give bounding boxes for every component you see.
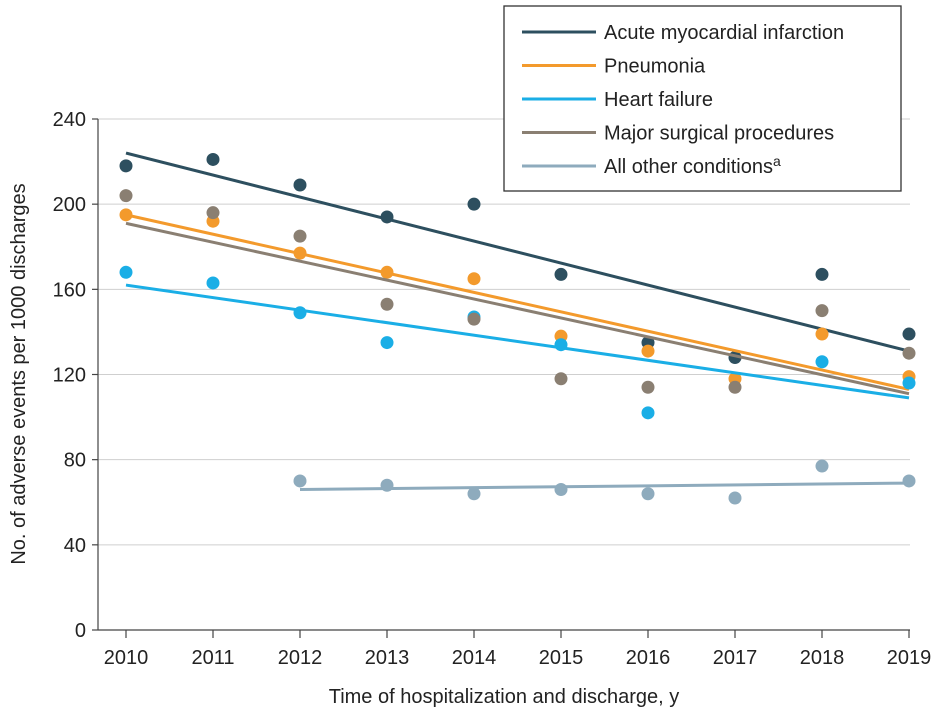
point-major-surgical-procedures-2016	[641, 380, 655, 394]
point-heart-failure-2019	[902, 376, 916, 390]
y-axis-ticks: 0 40 80 120 160 200 240	[53, 109, 98, 642]
x-tick-label-2017: 2017	[713, 647, 758, 669]
series-major-surgical-procedures	[119, 189, 916, 396]
point-heart-failure-2011	[206, 276, 220, 290]
point-major-surgical-procedures-2017	[728, 380, 742, 394]
x-axis-title: Time of hospitalization and discharge, y	[329, 686, 680, 708]
point-heart-failure-2010	[119, 265, 133, 279]
point-major-surgical-procedures-2014	[467, 312, 481, 326]
point-pneumonia-2013	[380, 265, 394, 279]
legend-footnote-marker: a	[773, 153, 781, 169]
x-tick-label-2016: 2016	[626, 647, 671, 669]
point-all-other-conditions-2019	[902, 474, 916, 488]
series-all-other-conditions	[293, 459, 916, 505]
point-heart-failure-2015	[554, 338, 568, 352]
point-acute-myocardial-infarction-2015	[554, 267, 568, 281]
point-acute-myocardial-infarction-2018	[815, 267, 829, 281]
legend-label-heart-failure: Heart failure	[604, 89, 713, 111]
point-major-surgical-procedures-2018	[815, 304, 829, 318]
point-acute-myocardial-infarction-2012	[293, 178, 307, 192]
y-axis-title: No. of adverse events per 1000 discharge…	[8, 183, 30, 564]
x-axis-ticks: 2010 2011 2012 2013 2014 2015 2016 2017 2018 2019	[104, 630, 932, 669]
trend-line-all-other-conditions	[299, 481, 910, 491]
point-all-other-conditions-2015	[554, 482, 568, 496]
point-all-other-conditions-2013	[380, 478, 394, 492]
point-acute-myocardial-infarction-2010	[119, 159, 133, 173]
series-heart-failure	[119, 265, 916, 420]
series-acute-myocardial-infarction	[119, 151, 916, 364]
point-major-surgical-procedures-2011	[206, 206, 220, 220]
trend-line-acute-myocardial-infarction	[125, 151, 910, 353]
trend-line-pneumonia	[125, 213, 910, 391]
trend-line-major-surgical-procedures	[125, 221, 910, 396]
y-tick-label-0: 0	[75, 620, 86, 642]
y-tick-label-120: 120	[53, 365, 86, 387]
point-acute-myocardial-infarction-2011	[206, 152, 220, 166]
x-tick-label-2014: 2014	[452, 647, 497, 669]
legend-label-acute-myocardial-infarction: Acute myocardial infarction	[604, 22, 844, 44]
point-acute-myocardial-infarction-2019	[902, 327, 916, 341]
legend-label-pneumonia: Pneumonia	[604, 56, 706, 78]
y-tick-label-200: 200	[53, 194, 86, 216]
y-tick-label-160: 160	[53, 279, 86, 301]
point-major-surgical-procedures-2019	[902, 346, 916, 360]
point-major-surgical-procedures-2015	[554, 372, 568, 386]
legend-label-all-other-conditions: All other conditionsa	[604, 153, 781, 178]
series-layer	[119, 151, 916, 505]
point-pneumonia-2016	[641, 344, 655, 358]
point-major-surgical-procedures-2013	[380, 297, 394, 311]
series-pneumonia	[119, 208, 916, 391]
point-all-other-conditions-2018	[815, 459, 829, 473]
point-pneumonia-2018	[815, 327, 829, 341]
point-all-other-conditions-2016	[641, 487, 655, 501]
x-tick-label-2011: 2011	[191, 647, 234, 669]
point-heart-failure-2013	[380, 336, 394, 350]
legend-label-major-surgical-procedures: Major surgical procedures	[604, 123, 834, 145]
x-tick-label-2010: 2010	[104, 647, 149, 669]
point-pneumonia-2014	[467, 272, 481, 286]
y-tick-label-80: 80	[64, 450, 86, 472]
point-all-other-conditions-2014	[467, 487, 481, 501]
point-heart-failure-2018	[815, 355, 829, 369]
point-major-surgical-procedures-2010	[119, 189, 133, 203]
point-pneumonia-2012	[293, 246, 307, 260]
point-major-surgical-procedures-2012	[293, 229, 307, 243]
x-tick-label-2013: 2013	[365, 647, 410, 669]
point-all-other-conditions-2017	[728, 491, 742, 505]
trend-line-heart-failure	[125, 283, 910, 400]
point-heart-failure-2012	[293, 306, 307, 320]
y-tick-label-40: 40	[64, 535, 86, 557]
point-all-other-conditions-2012	[293, 474, 307, 488]
point-pneumonia-2010	[119, 208, 133, 222]
point-acute-myocardial-infarction-2014	[467, 197, 481, 211]
point-heart-failure-2016	[641, 406, 655, 420]
x-tick-label-2012: 2012	[278, 647, 323, 669]
x-tick-label-2015: 2015	[539, 647, 584, 669]
point-acute-myocardial-infarction-2013	[380, 210, 394, 224]
x-tick-label-2019: 2019	[887, 647, 932, 669]
x-tick-label-2018: 2018	[800, 647, 845, 669]
y-tick-label-240: 240	[53, 109, 86, 131]
legend: Acute myocardial infarction Pneumonia Hear…	[503, 5, 902, 192]
